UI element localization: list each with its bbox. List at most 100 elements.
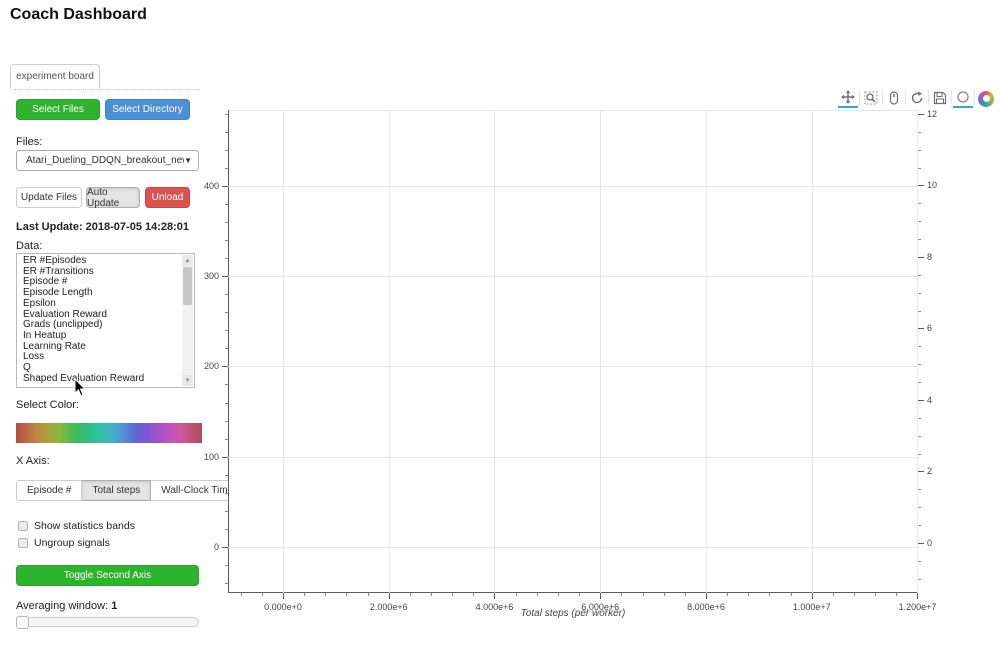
x-minor-tick [261, 593, 263, 596]
left-y-tick-label: 200 [203, 361, 219, 372]
vertical-gridline [282, 110, 284, 593]
save-icon[interactable] [930, 88, 950, 108]
data-list-item[interactable]: Episode # [23, 276, 68, 288]
right-y-minor-tick [918, 435, 921, 437]
checkbox-box[interactable] [18, 521, 28, 531]
right-y-minor-tick [918, 525, 921, 527]
left-y-minor-tick [225, 420, 228, 422]
checkbox-show-statistics-bands[interactable]: Show statistics bands [18, 520, 135, 532]
checkbox-ungroup-signals[interactable]: Ungroup signals [18, 537, 135, 549]
averaging-window-slider[interactable] [16, 616, 199, 629]
auto-update-button[interactable]: Auto Update [86, 187, 140, 209]
listbox-scrollbar[interactable]: ▲ ▼ [182, 255, 193, 386]
bokeh-logo[interactable] [978, 90, 994, 107]
scroll-up-icon[interactable]: ▲ [182, 255, 193, 266]
scroll-down-icon[interactable]: ▼ [182, 375, 193, 386]
data-list-item[interactable]: Episode Length [23, 287, 93, 299]
x-major-tick [494, 593, 496, 599]
right-y-minor-tick [918, 203, 921, 205]
box-zoom-icon[interactable] [861, 88, 881, 108]
left-y-major-tick [222, 546, 228, 548]
left-y-major-tick [222, 366, 228, 368]
data-list-item[interactable]: Loss [23, 351, 45, 363]
x-minor-tick [621, 593, 623, 596]
x-minor-tick [727, 593, 729, 596]
update-files-button[interactable]: Update Files [16, 187, 82, 208]
files-select[interactable]: Atari_Dueling_DDQN_breakout_new ▼ [16, 150, 199, 171]
data-label: Data: [16, 240, 43, 252]
x-axis-option-total-steps[interactable]: Total steps [82, 480, 152, 501]
right-y-minor-tick [918, 239, 921, 241]
left-y-major-tick [222, 456, 228, 458]
reset-icon[interactable] [907, 88, 927, 108]
data-list-item[interactable]: Grads (unclipped) [23, 319, 103, 331]
select-color-label: Select Color: [16, 399, 79, 411]
left-y-minor-tick [225, 474, 228, 476]
last-update-text: Last Update: 2018-07-05 14:28:01 [16, 221, 190, 233]
x-minor-tick [790, 593, 792, 596]
right-y-minor-tick [918, 560, 921, 562]
data-list-item[interactable]: Evaluation Reward [23, 308, 107, 320]
data-list-item[interactable]: Epsilon [23, 297, 56, 309]
plot-area[interactable]: 0.000e+0 2.000e+6 4.000e+6 6.000e+6 8.000e+6… [204, 109, 937, 612]
hover-icon[interactable] [953, 88, 973, 108]
checkbox-box[interactable] [18, 538, 28, 548]
data-list-item[interactable]: Learning Rate [23, 340, 86, 352]
tab-bar-divider [14, 89, 200, 90]
left-y-minor-tick [225, 149, 228, 151]
left-y-minor-tick [225, 583, 228, 585]
tab-experiment-board[interactable]: experiment board [10, 64, 100, 89]
right-y-minor-tick [918, 149, 921, 151]
right-y-major-tick [918, 113, 924, 115]
x-tick-label: 1.200e+7 [898, 602, 937, 612]
left-y-minor-tick [225, 294, 228, 296]
right-y-major-tick [918, 471, 924, 473]
horizontal-gridline [228, 185, 918, 187]
data-list-item[interactable]: Q [23, 362, 31, 374]
bokeh-toolbar [838, 88, 996, 110]
data-list-item[interactable]: Shaped Evaluation Reward [23, 372, 145, 384]
right-y-major-tick [918, 328, 924, 330]
select-directory-button[interactable]: Select Directory [105, 99, 190, 120]
unload-button[interactable]: Unload [145, 187, 190, 208]
toolbar-separator [951, 90, 952, 105]
data-listbox[interactable]: ▲ ▼ ER #Episodes ER #Transitions Episode #… [16, 253, 195, 388]
wheel-zoom-icon[interactable] [884, 88, 904, 108]
vertical-gridline [600, 110, 602, 593]
averaging-window-text: Averaging window: [16, 600, 109, 612]
scrollbar-thumb[interactable] [183, 267, 192, 305]
pan-icon[interactable] [838, 88, 858, 108]
horizontal-gridline [228, 276, 918, 278]
color-gradient-picker[interactable] [16, 423, 202, 443]
averaging-window-label: Averaging window: 1 [16, 600, 117, 612]
right-y-major-tick [918, 399, 924, 401]
left-y-minor-tick [225, 330, 228, 332]
bokeh-logo-icon[interactable] [976, 88, 996, 108]
right-y-minor-tick [918, 578, 921, 580]
left-y-minor-tick [225, 221, 228, 223]
right-y-minor-tick [918, 310, 921, 312]
slider-handle[interactable] [16, 616, 29, 629]
x-major-tick [705, 593, 707, 599]
x-major-tick [811, 593, 813, 599]
left-y-major-tick [222, 185, 228, 187]
data-list-item[interactable]: In Heatup [23, 329, 67, 341]
x-axis-option-episode-[interactable]: Episode # [16, 480, 83, 501]
left-y-minor-tick [225, 113, 228, 115]
horizontal-gridline [228, 546, 918, 548]
x-major-tick [917, 593, 919, 599]
page-title: Coach Dashboard [10, 6, 147, 23]
right-y-minor-tick [918, 131, 921, 133]
x-major-tick [282, 593, 284, 599]
left-y-minor-tick [225, 312, 228, 314]
left-y-minor-tick [225, 528, 228, 530]
x-minor-tick [579, 593, 581, 596]
toolbar-separator [974, 90, 975, 105]
data-list-item[interactable]: ER #Episodes [23, 255, 87, 266]
toggle-second-axis-button[interactable]: Toggle Second Axis [16, 565, 199, 586]
data-list-item[interactable]: ER #Transitions [23, 265, 94, 277]
x-axis-label: X Axis: [16, 455, 50, 467]
horizontal-gridline [228, 456, 918, 458]
select-files-button[interactable]: Select Files [16, 99, 100, 120]
